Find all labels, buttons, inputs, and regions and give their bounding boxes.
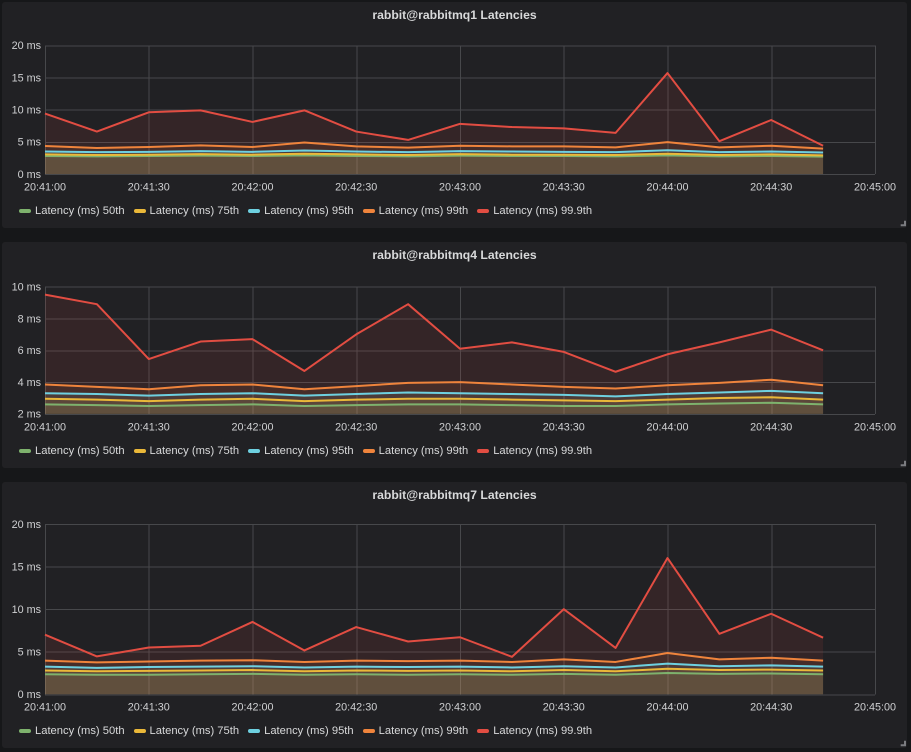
- svg-text:20:45:00: 20:45:00: [854, 181, 896, 193]
- svg-text:20:44:00: 20:44:00: [646, 421, 688, 433]
- svg-text:20:41:30: 20:41:30: [128, 701, 170, 713]
- svg-text:20:43:30: 20:43:30: [543, 701, 585, 713]
- svg-text:20:43:00: 20:43:00: [439, 181, 481, 193]
- svg-text:20:45:00: 20:45:00: [854, 421, 896, 433]
- svg-text:20:42:30: 20:42:30: [335, 181, 377, 193]
- svg-text:20:41:00: 20:41:00: [24, 701, 66, 713]
- svg-text:20:44:00: 20:44:00: [646, 701, 688, 713]
- svg-text:20:43:30: 20:43:30: [543, 421, 585, 433]
- svg-text:2 ms: 2 ms: [18, 409, 42, 421]
- svg-text:20:43:00: 20:43:00: [439, 421, 481, 433]
- svg-text:6 ms: 6 ms: [18, 345, 42, 357]
- svg-text:20:42:00: 20:42:00: [231, 181, 273, 193]
- svg-text:10 ms: 10 ms: [12, 105, 42, 117]
- svg-text:20:41:00: 20:41:00: [24, 181, 66, 193]
- svg-text:4 ms: 4 ms: [18, 377, 42, 389]
- svg-text:20:41:00: 20:41:00: [24, 421, 66, 433]
- svg-text:20:41:30: 20:41:30: [128, 181, 170, 193]
- svg-text:20:43:00: 20:43:00: [439, 701, 481, 713]
- svg-text:15 ms: 15 ms: [12, 72, 42, 84]
- svg-text:20:44:00: 20:44:00: [646, 181, 688, 193]
- svg-text:20 ms: 20 ms: [12, 40, 42, 52]
- svg-text:20:42:00: 20:42:00: [231, 421, 273, 433]
- svg-text:20:43:30: 20:43:30: [543, 181, 585, 193]
- svg-text:5 ms: 5 ms: [18, 647, 42, 659]
- svg-text:15 ms: 15 ms: [12, 561, 42, 573]
- svg-text:10 ms: 10 ms: [12, 604, 42, 616]
- svg-text:20:42:00: 20:42:00: [231, 701, 273, 713]
- svg-text:8 ms: 8 ms: [18, 313, 42, 325]
- svg-text:20:41:30: 20:41:30: [128, 421, 170, 433]
- svg-text:20 ms: 20 ms: [12, 519, 42, 531]
- svg-text:20:42:30: 20:42:30: [335, 421, 377, 433]
- svg-text:20:42:30: 20:42:30: [335, 701, 377, 713]
- svg-text:20:44:30: 20:44:30: [750, 421, 792, 433]
- svg-text:20:44:30: 20:44:30: [750, 181, 792, 193]
- svg-text:0 ms: 0 ms: [18, 169, 42, 181]
- svg-text:20:45:00: 20:45:00: [854, 701, 896, 713]
- svg-text:0 ms: 0 ms: [18, 689, 42, 701]
- svg-text:10 ms: 10 ms: [12, 282, 42, 294]
- svg-text:5 ms: 5 ms: [18, 137, 42, 149]
- svg-text:20:44:30: 20:44:30: [750, 701, 792, 713]
